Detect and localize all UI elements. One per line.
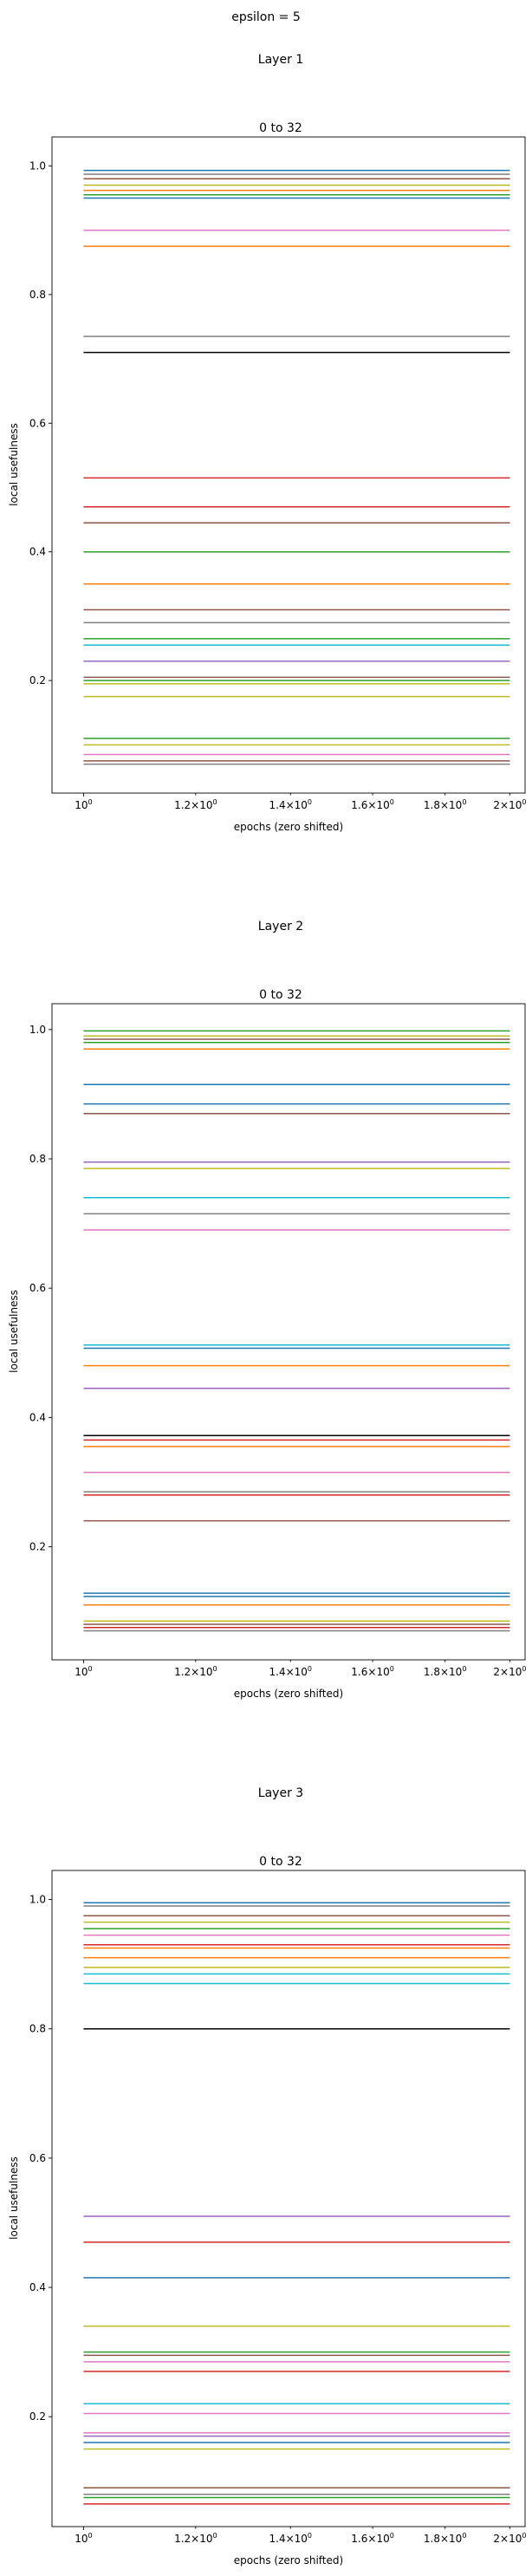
y-tick-label: 0.6 [29,417,46,429]
x-tick-label: 1.6×100 [351,798,394,811]
x-tick-label: 1.4×100 [269,2532,313,2545]
x-axis-label: epochs (zero shifted) [234,1688,343,1700]
x-tick-label: 1.4×100 [269,798,313,811]
chart-title: 0 to 32 [259,988,302,1002]
plot-frame [51,136,526,794]
x-axis-label: epochs (zero shifted) [234,821,343,833]
chart-layer-2: 0.2 0.4 0.6 0.8 1.0 100 1.2×100 1.4×100 1.6×100 1… [29,1003,527,1678]
chart-title: 0 to 32 [259,1855,302,1869]
y-axis-label: local usefulness [8,1290,20,1373]
x-tick-label: 1.8×100 [424,2532,467,2545]
x-tick-label: 100 [75,798,92,811]
y-tick-label: 0.8 [29,289,46,301]
x-tick-label: 2×100 [493,2532,526,2545]
x-tick-label: 1.6×100 [351,1665,394,1678]
section-title: Layer 2 [258,920,303,933]
section-title: Layer 3 [258,1786,303,1800]
y-axis-label: local usefulness [8,2156,20,2240]
panel-layer-1: Layer 1 0 to 32 0.2 0.4 0.6 0.8 1.0 100 1.2×10… [8,53,527,833]
x-tick-label: 1.2×100 [174,1665,217,1678]
y-tick-label: 0.4 [29,1411,46,1423]
y-tick-label: 0.6 [29,1282,46,1294]
x-tick-label: 100 [75,1665,92,1678]
y-tick-label: 0.4 [29,2281,46,2293]
plot-frame [51,1870,526,2527]
x-tick-label: 100 [75,2532,92,2545]
x-tick-label: 2×100 [493,798,526,811]
panel-layer-2: Layer 2 0 to 32 0.2 0.4 0.6 0.8 1.0 100 1.2×10… [8,920,527,1700]
y-tick-label: 0.4 [29,546,46,558]
x-tick-label: 1.2×100 [174,2532,217,2545]
section-title: Layer 1 [258,53,303,67]
x-tick-label: 1.2×100 [174,798,217,811]
y-tick-label: 0.8 [29,2023,46,2035]
x-tick-label: 2×100 [493,1665,526,1678]
y-tick-label: 1.0 [29,1024,46,1036]
panel-layer-3: Layer 3 0 to 32 0.2 0.4 0.6 0.8 1.0 100 1.2×10… [8,1786,527,2566]
x-tick-label: 1.4×100 [269,1665,313,1678]
y-tick-label: 0.2 [29,2410,46,2423]
x-tick-label: 1.8×100 [424,798,467,811]
y-tick-label: 0.2 [29,674,46,686]
y-tick-label: 0.6 [29,2152,46,2164]
y-axis-label: local usefulness [8,423,20,506]
chart-layer-3: 0.2 0.4 0.6 0.8 1.0 100 1.2×100 1.4×100 1.6×100 1… [29,1870,527,2545]
x-axis-label: epochs (zero shifted) [234,2554,343,2566]
x-tick-label: 1.6×100 [351,2532,394,2545]
chart-layer-1: 0.2 0.4 0.6 0.8 1.0 100 1.2×100 1.4×100 1.6×100 1… [29,136,527,811]
plot-frame [51,1003,526,1661]
figure-suptitle: epsilon = 5 [231,10,301,24]
y-tick-label: 1.0 [29,1894,46,1906]
chart-title: 0 to 32 [259,121,302,135]
y-tick-label: 1.0 [29,159,46,172]
y-tick-label: 0.2 [29,1540,46,1552]
x-tick-label: 1.8×100 [424,1665,467,1678]
y-tick-label: 0.8 [29,1153,46,1165]
